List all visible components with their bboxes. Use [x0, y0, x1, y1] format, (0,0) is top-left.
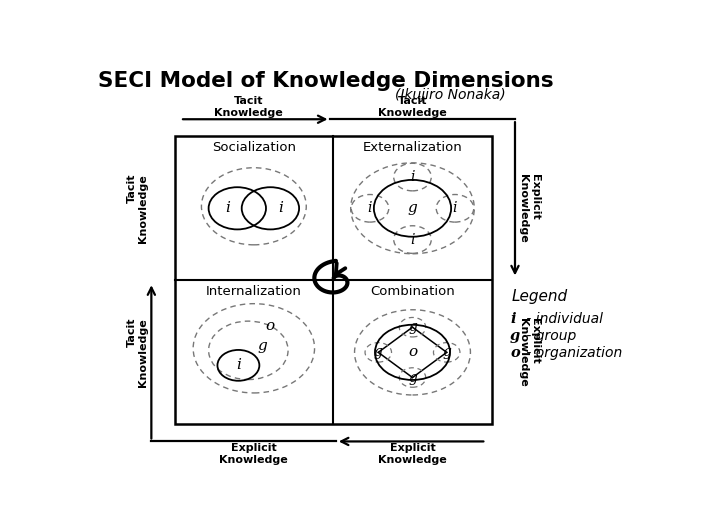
Text: Legend: Legend: [511, 289, 567, 304]
Text: Explicit
Knowledge: Explicit Knowledge: [219, 443, 288, 465]
Text: SECI Model of Knowledge Dimensions: SECI Model of Knowledge Dimensions: [98, 71, 554, 91]
Text: o: o: [408, 345, 417, 359]
Text: - individual: - individual: [522, 312, 603, 326]
Text: o: o: [510, 346, 520, 360]
Text: Internalization: Internalization: [206, 285, 302, 298]
Bar: [174, 136, 492, 424]
Text: i: i: [225, 201, 230, 216]
Text: Combination: Combination: [370, 285, 455, 298]
Text: Externalization: Externalization: [362, 141, 462, 154]
Text: o: o: [266, 319, 275, 333]
Text: Socialization: Socialization: [212, 141, 296, 154]
Text: Explicit
Knowledge: Explicit Knowledge: [378, 443, 447, 465]
Text: i: i: [453, 201, 457, 216]
Text: i: i: [410, 170, 415, 184]
Text: Tacit
Knowledge: Tacit Knowledge: [127, 318, 148, 387]
Text: Explicit
Knowledge: Explicit Knowledge: [518, 174, 540, 243]
Text: i: i: [368, 201, 372, 216]
Text: Tacit
Knowledge: Tacit Knowledge: [378, 96, 447, 118]
Text: g: g: [408, 320, 417, 334]
Text: g: g: [442, 345, 451, 359]
Text: Tacit
Knowledge: Tacit Knowledge: [214, 96, 283, 118]
Text: i: i: [410, 232, 415, 247]
Text: g: g: [257, 339, 267, 353]
Text: i: i: [236, 358, 241, 373]
Text: i: i: [510, 312, 515, 326]
Text: (Ikujiro Nonaka): (Ikujiro Nonaka): [395, 89, 506, 102]
Text: g: g: [407, 201, 417, 216]
Text: g: g: [374, 345, 383, 359]
Text: i: i: [278, 201, 283, 216]
Text: - organization: - organization: [522, 346, 622, 360]
Text: Explicit
Knowledge: Explicit Knowledge: [518, 318, 540, 387]
Text: - group: - group: [522, 329, 577, 343]
Text: g: g: [510, 329, 520, 343]
Text: g: g: [408, 370, 417, 385]
Text: Tacit
Knowledge: Tacit Knowledge: [127, 174, 148, 243]
